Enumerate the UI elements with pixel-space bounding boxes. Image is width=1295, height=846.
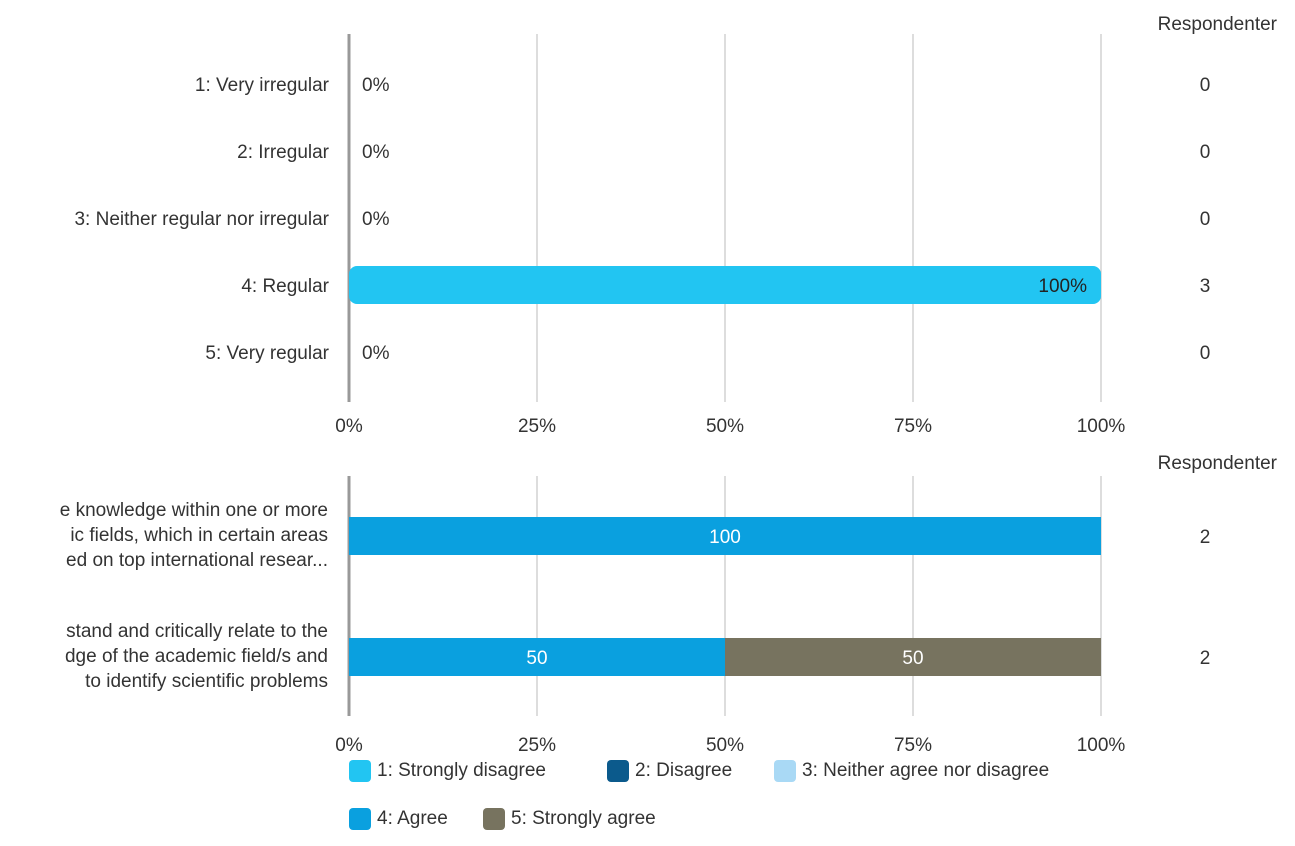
respondents-count: 2 (1200, 648, 1211, 669)
category-label: ic fields, which in certain areas (70, 525, 328, 546)
value-label: 0% (362, 209, 390, 230)
x-tick-label: 0% (335, 416, 363, 437)
x-tick-label: 75% (894, 416, 932, 437)
x-tick-label: 25% (518, 735, 556, 756)
category-label: e knowledge within one or more (60, 500, 328, 521)
respondents-count: 2 (1200, 527, 1211, 548)
value-label: 100 (709, 527, 741, 548)
value-label: 0% (362, 142, 390, 163)
respondents-header: Respondenter (1158, 453, 1278, 474)
category-label: 4: Regular (241, 276, 329, 297)
value-label: 0% (362, 75, 390, 96)
bar-segment (725, 638, 1101, 676)
x-tick-label: 0% (335, 735, 363, 756)
x-tick-label: 25% (518, 416, 556, 437)
value-label: 100% (1038, 276, 1087, 297)
respondents-count: 0 (1200, 343, 1211, 364)
category-label: dge of the academic field/s and (65, 646, 328, 667)
category-label: 3: Neither regular nor irregular (74, 209, 329, 230)
x-tick-label: 100% (1077, 735, 1126, 756)
x-tick-label: 100% (1077, 416, 1126, 437)
x-tick-label: 50% (706, 416, 744, 437)
x-tick-label: 75% (894, 735, 932, 756)
category-label: stand and critically relate to the (66, 621, 328, 642)
respondents-count: 3 (1200, 276, 1211, 297)
category-label: 2: Irregular (237, 142, 330, 163)
respondents-count: 0 (1200, 209, 1211, 230)
value-label: 50 (526, 648, 547, 669)
bar (349, 266, 1101, 304)
chart-agreement: Respondenter e knowledge within one or mo… (60, 453, 1278, 756)
bar-segment (349, 638, 725, 676)
bar-segment (349, 517, 1101, 555)
category-label: 1: Very irregular (195, 75, 330, 96)
category-label: 5: Very regular (205, 343, 329, 364)
respondents-header: Respondenter (1158, 14, 1278, 35)
value-label: 50 (902, 648, 923, 669)
category-label: ed on top international resear... (66, 550, 328, 571)
category-label: to identify scientific problems (85, 671, 328, 692)
respondents-count: 0 (1200, 75, 1211, 96)
value-label: 0% (362, 343, 390, 364)
respondents-count: 0 (1200, 142, 1211, 163)
chart-regularity: Respondenter 1: Very irregular 0% 0 2: Irreg… (74, 14, 1278, 437)
x-tick-label: 50% (706, 735, 744, 756)
